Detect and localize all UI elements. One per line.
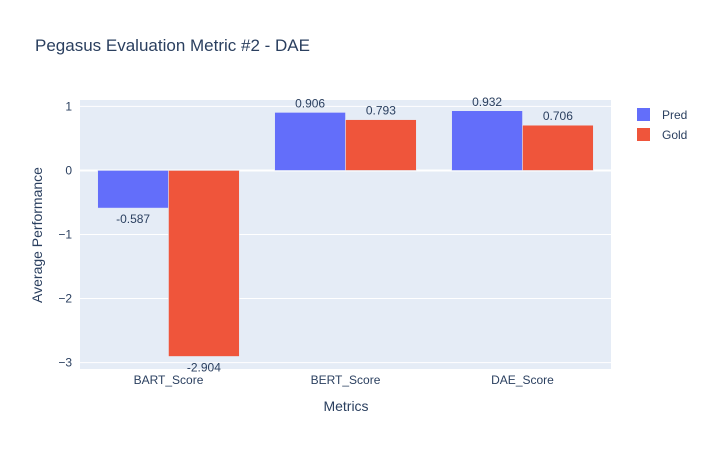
bar-pred-bart_score (97, 170, 169, 209)
legend-swatch-gold (637, 128, 650, 141)
y-tick-label: 1 (65, 99, 72, 113)
y-tick-label: −2 (58, 292, 72, 306)
x-tick-labels: BART_Score BERT_Score DAE_Score (134, 373, 555, 387)
x-axis-title: Metrics (323, 398, 368, 414)
bar-value-label: -2.904 (187, 360, 221, 374)
legend-swatch-pred (637, 108, 650, 121)
legend-label-pred: Pred (662, 108, 687, 122)
bar-value-label: 0.706 (543, 109, 573, 123)
x-tick-label: DAE_Score (491, 373, 554, 387)
bar-value-label: 0.793 (366, 104, 396, 118)
y-tick-labels: 1 0 −1 −2 −3 (58, 99, 72, 369)
y-tick-label: −1 (58, 228, 72, 242)
bar-labels: -0.587 -2.904 0.906 0.793 0.932 0.706 (116, 95, 573, 375)
bar-pred-dae_score (451, 110, 523, 171)
chart-title: Pegasus Evaluation Metric #2 - DAE (35, 36, 310, 55)
y-tick-label: 0 (65, 163, 72, 177)
bar-gold-dae_score (522, 124, 594, 171)
bar-value-label: 0.932 (472, 95, 502, 109)
y-axis-title: Average Performance (29, 167, 45, 303)
bars (97, 110, 594, 357)
legend: Pred Gold (637, 108, 687, 142)
bar-value-label: 0.906 (295, 96, 325, 110)
y-tick-label: −3 (58, 356, 72, 370)
x-tick-label: BERT_Score (311, 373, 381, 387)
bar-pred-bert_score (274, 112, 346, 171)
legend-label-gold: Gold (662, 128, 687, 142)
bar-value-label: -0.587 (116, 212, 150, 226)
x-tick-label: BART_Score (134, 373, 204, 387)
bar-gold-bert_score (345, 119, 417, 171)
bar-gold-bart_score (168, 170, 240, 357)
